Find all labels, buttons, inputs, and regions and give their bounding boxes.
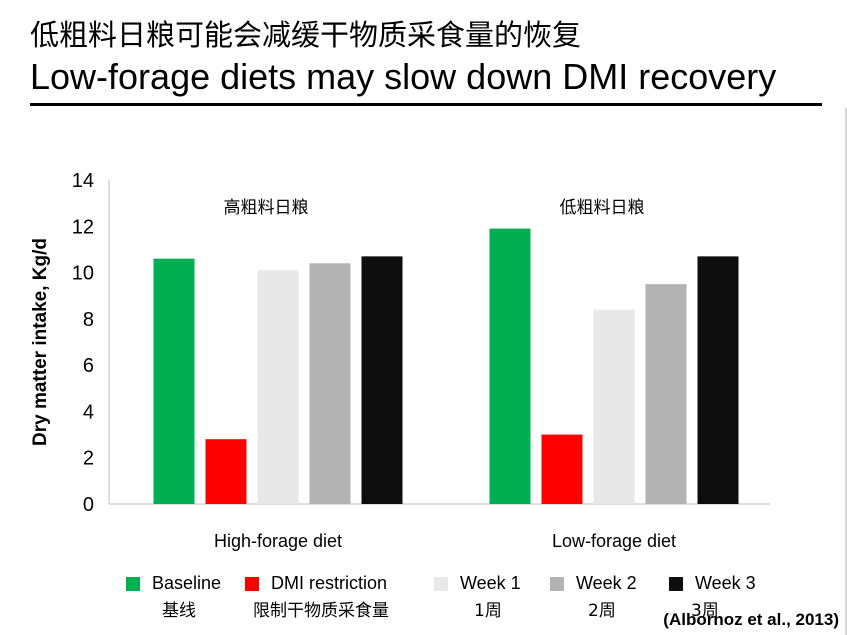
bar-baseline-1: [489, 228, 531, 504]
legend-swatch-week-3: [669, 577, 683, 591]
x-category-label-1: Low-forage diet: [552, 531, 676, 551]
legend-label-week-2: Week 2: [576, 573, 637, 593]
y-tick-label-0: 0: [83, 494, 94, 516]
y-tick-label-4: 8: [83, 309, 94, 331]
bar-week-2-0: [309, 263, 351, 504]
slide-title-english: Low-forage diets may slow down DMI recov…: [30, 56, 777, 97]
legend-swatch-week-1: [434, 577, 448, 591]
y-tick-label-2: 4: [83, 401, 94, 423]
y-tick-label-7: 14: [72, 170, 94, 192]
legend-label-baseline: Baseline: [152, 573, 222, 593]
legend-label-baseline-cn: 基线: [162, 601, 196, 621]
y-tick-label-1: 2: [83, 448, 94, 470]
y-tick-label-5: 10: [72, 263, 94, 285]
y-axis-label: Dry matter intake, Kg/d: [30, 238, 51, 446]
legend-label-dmi-restriction-cn: 限制干物质采食量: [253, 601, 389, 621]
legend-label-week-1: Week 1: [460, 573, 521, 593]
bar-week-3-1: [697, 256, 739, 504]
bar-baseline-0: [153, 258, 195, 504]
bar-dmi-restriction-0: [205, 439, 247, 504]
x-category-label-0: High-forage diet: [214, 531, 342, 551]
y-tick-label-6: 12: [72, 216, 94, 238]
legend-swatch-week-2: [550, 577, 564, 591]
legend-label-week-2-cn: 2周: [588, 601, 616, 621]
citation: (Albornoz et al., 2013): [663, 610, 839, 629]
bar-week-3-0: [361, 256, 403, 504]
bar-week-2-1: [645, 284, 687, 504]
category-annotation-1: 低粗料日粮: [560, 198, 645, 218]
chart-legend: Baseline 基线 DMI restriction 限制干物质采食量 Wee…: [126, 572, 826, 632]
legend-label-week-3: Week 3: [695, 573, 756, 593]
legend-label-week-3-cn: 3周: [691, 601, 719, 621]
bar-week-1-1: [593, 309, 635, 504]
legend-swatch-dmi-restriction: [245, 577, 259, 591]
slide-edge-border: [845, 108, 847, 635]
category-annotation-0: 高粗料日粮: [224, 198, 309, 218]
bar-week-1-0: [257, 270, 299, 504]
y-tick-label-3: 6: [83, 355, 94, 377]
slide-title-chinese: 低粗料日粮可能会减缓干物质采食量的恢复: [30, 18, 582, 52]
title-divider: [30, 103, 822, 106]
bar-dmi-restriction-1: [541, 434, 583, 504]
legend-label-week-1-cn: 1周: [474, 601, 502, 621]
legend-label-dmi-restriction: DMI restriction: [271, 573, 388, 593]
legend-swatch-baseline: [126, 577, 140, 591]
